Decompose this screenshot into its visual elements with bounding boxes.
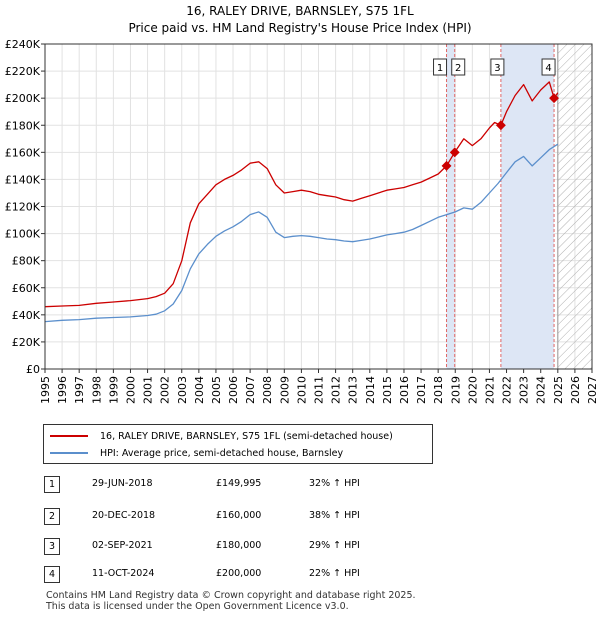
y-tick-label: £0: [26, 363, 40, 376]
legend-item-hpi: HPI: Average price, semi-detached house,…: [50, 446, 343, 460]
transaction-label: 4: [545, 63, 551, 74]
x-tick-label: 1998: [90, 376, 103, 404]
x-tick-label: 2018: [432, 376, 445, 404]
footer-copyright: Contains HM Land Registry data © Crown c…: [46, 590, 416, 601]
table-row-date: 11-OCT-2024: [92, 568, 155, 579]
transaction-marker: [449, 147, 460, 158]
table-row-hpi: 29% ↑ HPI: [309, 540, 360, 551]
x-tick-label: 2024: [535, 376, 548, 404]
transaction-marker: [549, 93, 560, 104]
x-tick-label: 2015: [381, 376, 394, 404]
y-tick-label: £160K: [5, 146, 41, 159]
x-tick-label: 1995: [39, 376, 52, 404]
chart-title: 16, RALEY DRIVE, BARNSLEY, S75 1FL: [186, 4, 414, 18]
table-row-price: £149,995: [216, 478, 262, 489]
transaction-label: 3: [494, 63, 500, 74]
y-tick-label: £220K: [5, 65, 41, 78]
table-row-price: £200,000: [216, 568, 262, 579]
shaded-period: [446, 44, 455, 369]
x-tick-label: 1997: [73, 376, 86, 404]
table-row-hpi: 38% ↑ HPI: [309, 510, 360, 521]
plot-frame: [44, 43, 593, 370]
series-line-hpi: [44, 143, 559, 323]
x-tick-label: 2025: [552, 376, 565, 404]
table-row-number: 4: [44, 566, 60, 583]
x-tick-label: 2000: [124, 376, 137, 404]
legend-label-hpi: HPI: Average price, semi-detached house,…: [100, 447, 344, 459]
shaded-period: [500, 44, 555, 369]
x-tick-label: 2019: [449, 376, 462, 404]
transaction-label-box: [433, 58, 448, 76]
table-row-number: 1: [44, 476, 60, 493]
table-row: 3 02-SEP-2021 £180,000 29% ↑ HPI: [44, 538, 464, 556]
legend: 16, RALEY DRIVE, BARNSLEY, S75 1FL (semi…: [43, 424, 433, 464]
y-tick-label: £20K: [12, 336, 41, 349]
x-tick-label: 2013: [347, 376, 360, 404]
table-row-hpi: 32% ↑ HPI: [309, 478, 360, 489]
x-tick-label: 2007: [244, 376, 257, 404]
table-row-price: £180,000: [216, 540, 262, 551]
x-tick-label: 2021: [483, 376, 496, 404]
x-tick-label: 2005: [210, 376, 223, 404]
y-tick-label: £200K: [5, 92, 41, 105]
table-row: 4 11-OCT-2024 £200,000 22% ↑ HPI: [44, 566, 464, 584]
table-row: 1 29-JUN-2018 £149,995 32% ↑ HPI: [44, 476, 464, 494]
table-row-price: £160,000: [216, 510, 262, 521]
x-tick-label: 2009: [278, 376, 291, 404]
x-tick-label: 2023: [518, 376, 531, 404]
footer-licence: This data is licensed under the Open Gov…: [46, 601, 349, 612]
x-tick-label: 1996: [56, 376, 69, 404]
x-tick-label: 2004: [193, 376, 206, 404]
table-row-hpi: 22% ↑ HPI: [309, 568, 360, 579]
series-line-property: [44, 81, 559, 308]
x-tick-label: 2011: [313, 376, 326, 404]
x-tick-label: 2014: [364, 376, 377, 404]
y-tick-label: £40K: [12, 309, 41, 322]
x-tick-label: 2002: [159, 376, 172, 404]
future-hatch: [557, 44, 592, 369]
y-tick-label: £120K: [5, 201, 41, 214]
x-tick-label: 2001: [142, 376, 155, 404]
x-tick-label: 2016: [398, 376, 411, 404]
legend-item-property: 16, RALEY DRIVE, BARNSLEY, S75 1FL (semi…: [50, 429, 393, 443]
legend-swatch-hpi: [50, 452, 88, 454]
transaction-label-box: [541, 58, 556, 76]
legend-swatch-property: [50, 435, 88, 437]
x-tick-label: 2017: [415, 376, 428, 404]
x-tick-label: 2022: [501, 376, 514, 404]
transaction-label: 1: [437, 63, 443, 74]
y-tick-label: £180K: [5, 119, 41, 132]
chart-subtitle: Price paid vs. HM Land Registry's House …: [128, 21, 472, 35]
x-tick-label: 2020: [466, 376, 479, 404]
x-tick-label: 2026: [569, 376, 582, 404]
transaction-label: 2: [455, 63, 461, 74]
x-tick-label: 1999: [107, 376, 120, 404]
table-row-date: 29-JUN-2018: [92, 478, 153, 489]
y-tick-label: £60K: [12, 282, 41, 295]
x-tick-label: 2008: [261, 376, 274, 404]
x-tick-label: 2006: [227, 376, 240, 404]
transaction-label-box: [451, 58, 466, 76]
table-row-number: 3: [44, 538, 60, 555]
y-tick-label: £100K: [5, 228, 41, 241]
y-tick-label: £140K: [5, 173, 41, 186]
x-tick-label: 2012: [330, 376, 343, 404]
table-row-date: 02-SEP-2021: [92, 540, 153, 551]
x-tick-label: 2010: [295, 376, 308, 404]
transaction-label-box: [490, 58, 505, 76]
y-tick-label: £240K: [5, 38, 41, 51]
x-tick-label: 2003: [176, 376, 189, 404]
legend-label-property: 16, RALEY DRIVE, BARNSLEY, S75 1FL (semi…: [100, 430, 393, 442]
table-row: 2 20-DEC-2018 £160,000 38% ↑ HPI: [44, 508, 464, 526]
x-tick-label: 2027: [586, 376, 599, 404]
table-row-number: 2: [44, 508, 60, 525]
table-row-date: 20-DEC-2018: [92, 510, 156, 521]
y-tick-label: £80K: [12, 255, 41, 268]
price-chart: £0 £20K £40K £60K £80K £100K £120K £140K £160K £1…: [5, 38, 599, 404]
transaction-marker: [441, 160, 452, 171]
